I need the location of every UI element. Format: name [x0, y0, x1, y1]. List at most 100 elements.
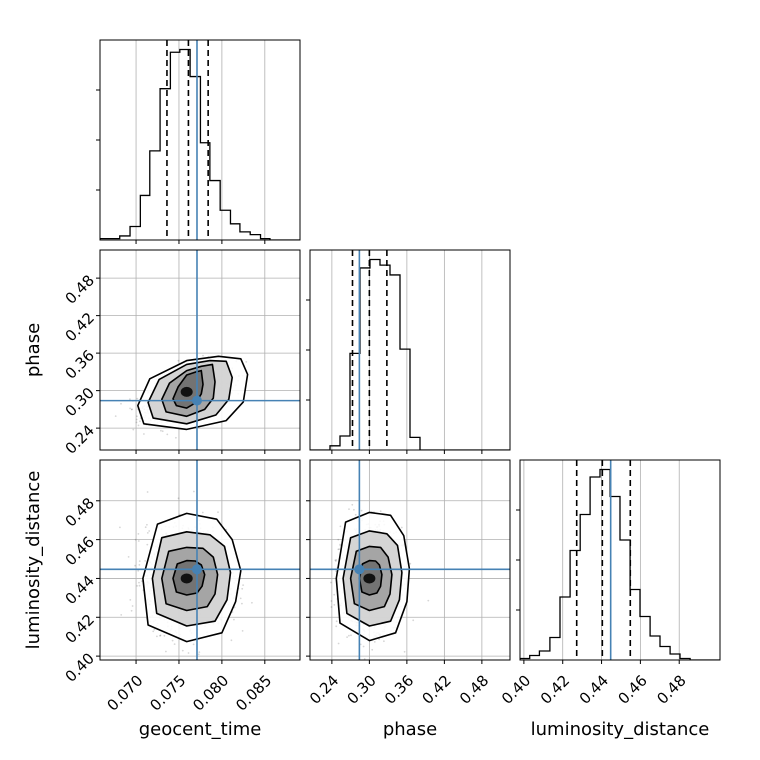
sample-point — [330, 606, 333, 608]
sample-point — [129, 407, 132, 410]
histogram-luminosity-distance — [520, 460, 720, 660]
sample-point — [146, 532, 149, 534]
corner-panels: 0.40 0.42 0.44 0.46 0.480.240.300.360.420.48… — [62, 39, 721, 715]
sample-point — [129, 398, 131, 401]
sample-point — [139, 420, 141, 423]
sample-point — [335, 625, 338, 628]
panel-geocent-time-geocent-time — [96, 39, 301, 244]
sample-point — [334, 559, 337, 562]
sample-point — [175, 436, 177, 439]
sample-point — [132, 428, 135, 431]
x-tick-label: 0.40 — [498, 671, 534, 707]
sample-point — [146, 491, 149, 493]
sample-point — [153, 628, 156, 631]
sample-point — [337, 642, 340, 645]
xlabel-geocent-time: geocent_time — [139, 719, 262, 740]
y-tick-label: 0.46 — [62, 533, 98, 569]
y-tick-label: 0.42 — [62, 611, 98, 647]
x-tick-label: 0.080 — [189, 671, 232, 714]
truth-marker — [191, 395, 202, 406]
sample-point — [241, 602, 243, 605]
panel-frame — [309, 459, 511, 661]
sample-point — [163, 634, 166, 637]
y-tick-label: 0.30 — [62, 384, 98, 420]
x-tick-label: 0.48 — [653, 671, 689, 707]
sample-point — [138, 581, 140, 584]
sample-point — [193, 490, 195, 493]
sample-point — [181, 649, 184, 652]
sample-point — [187, 652, 190, 654]
sample-point — [161, 430, 164, 433]
sample-point — [338, 548, 341, 551]
density-peak — [180, 386, 193, 397]
panel-frame — [519, 459, 721, 661]
panel-phase-phase — [306, 249, 511, 454]
sample-point — [241, 630, 244, 632]
sample-point — [134, 538, 137, 541]
sample-point — [251, 601, 253, 604]
sample-point — [159, 634, 161, 637]
y-tick-label: 0.40 — [62, 649, 98, 685]
panel-phase-luminosity-distance: 0.24 0.30 0.36 0.42 0.48 — [306, 459, 511, 708]
sample-point — [131, 408, 133, 411]
sample-point — [230, 639, 233, 642]
sample-point — [378, 638, 380, 641]
sample-point — [159, 634, 162, 637]
sample-point — [379, 510, 382, 513]
sample-point — [173, 643, 176, 645]
sample-point — [202, 354, 204, 357]
panel-geocent-time-phase: 0.240.300.360.420.48 — [62, 249, 301, 458]
sample-point — [362, 645, 365, 648]
sample-point — [333, 593, 336, 596]
sample-point — [152, 630, 155, 633]
histogram-step — [520, 468, 720, 660]
x-tick-label: 0.24 — [306, 671, 342, 707]
sample-point — [166, 433, 169, 436]
sample-point — [201, 511, 204, 514]
sample-point — [137, 569, 140, 572]
ylabel-phase: phase — [23, 323, 44, 377]
panel-frame — [99, 459, 301, 661]
sample-point — [400, 526, 403, 529]
sample-point — [350, 634, 352, 637]
x-tick-label: 0.36 — [381, 671, 417, 707]
sample-point — [136, 415, 138, 418]
sample-point — [138, 584, 141, 587]
sample-point — [198, 651, 201, 653]
sample-point — [146, 543, 149, 546]
sample-point — [127, 556, 130, 558]
sample-point — [171, 639, 174, 642]
sample-point — [239, 597, 242, 600]
x-tick-label: 0.48 — [456, 671, 492, 707]
sample-point — [360, 509, 363, 512]
x-tick-label: 0.46 — [615, 671, 651, 707]
sample-point — [351, 503, 354, 506]
sample-point — [241, 587, 244, 590]
x-tick-label: 0.42 — [537, 671, 573, 707]
panel-frame — [99, 249, 301, 451]
density-geocent-time-phase — [100, 250, 300, 450]
sample-point — [383, 640, 385, 643]
sample-point — [335, 620, 338, 623]
sample-point — [138, 560, 141, 562]
sample-point — [146, 523, 148, 526]
sample-point — [348, 634, 350, 637]
panel-frame — [309, 249, 511, 451]
sample-point — [348, 508, 350, 510]
sample-point — [130, 609, 133, 612]
x-tick-label: 0.44 — [576, 671, 612, 707]
sample-point — [335, 560, 337, 562]
sample-point — [330, 600, 333, 602]
panel-luminosity-distance-luminosity-distance: 0.40 0.42 0.44 0.46 0.48 — [498, 459, 721, 708]
y-tick-label: 0.44 — [62, 572, 98, 608]
sample-point — [192, 643, 195, 646]
sample-point — [337, 538, 340, 541]
sample-point — [119, 526, 121, 529]
x-tick-label: 0.075 — [146, 671, 189, 714]
sample-point — [403, 650, 406, 653]
sample-point — [409, 562, 412, 565]
sample-point — [144, 526, 147, 529]
x-tick-label: 0.30 — [344, 671, 380, 707]
sample-point — [143, 433, 145, 435]
